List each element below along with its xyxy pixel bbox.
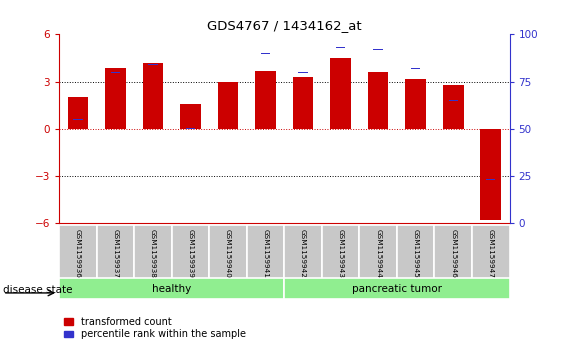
- Bar: [134, 225, 172, 278]
- Bar: [218, 82, 238, 129]
- Bar: [480, 129, 501, 220]
- Text: GSM1159946: GSM1159946: [450, 229, 456, 278]
- Text: GSM1159936: GSM1159936: [75, 229, 81, 278]
- Bar: [255, 71, 276, 129]
- Bar: [284, 225, 322, 278]
- Bar: [435, 225, 472, 278]
- Title: GDS4767 / 1434162_at: GDS4767 / 1434162_at: [207, 19, 361, 32]
- Text: GSM1159939: GSM1159939: [187, 229, 194, 278]
- Bar: [261, 53, 270, 54]
- Bar: [284, 278, 510, 299]
- Bar: [397, 225, 435, 278]
- Bar: [368, 72, 388, 129]
- Bar: [373, 49, 383, 50]
- Bar: [293, 77, 314, 129]
- Text: GSM1159947: GSM1159947: [488, 229, 494, 278]
- Text: GSM1159940: GSM1159940: [225, 229, 231, 278]
- Bar: [443, 85, 463, 129]
- Bar: [336, 47, 345, 48]
- Text: disease state: disease state: [3, 285, 72, 295]
- Bar: [330, 58, 351, 129]
- Text: GSM1159944: GSM1159944: [375, 229, 381, 278]
- Bar: [472, 225, 510, 278]
- Bar: [298, 72, 308, 73]
- Bar: [322, 225, 359, 278]
- Bar: [105, 68, 126, 129]
- Text: GSM1159941: GSM1159941: [262, 229, 269, 278]
- Bar: [59, 278, 284, 299]
- Bar: [142, 63, 163, 129]
- Bar: [405, 79, 426, 129]
- Bar: [148, 64, 158, 65]
- Text: GSM1159938: GSM1159938: [150, 229, 156, 278]
- Bar: [172, 225, 209, 278]
- Text: GSM1159943: GSM1159943: [338, 229, 343, 278]
- Legend: transformed count, percentile rank within the sample: transformed count, percentile rank withi…: [64, 317, 245, 339]
- Text: GSM1159942: GSM1159942: [300, 229, 306, 278]
- Text: GSM1159937: GSM1159937: [113, 229, 118, 278]
- Text: healthy: healthy: [152, 284, 191, 294]
- Bar: [73, 119, 83, 120]
- Bar: [59, 225, 97, 278]
- Bar: [359, 225, 397, 278]
- Text: pancreatic tumor: pancreatic tumor: [352, 284, 442, 294]
- Bar: [449, 100, 458, 101]
- Bar: [209, 225, 247, 278]
- Text: GSM1159945: GSM1159945: [413, 229, 419, 278]
- Bar: [411, 68, 421, 69]
- Bar: [486, 179, 495, 180]
- Bar: [97, 225, 134, 278]
- Bar: [68, 97, 88, 129]
- Bar: [111, 72, 120, 73]
- Bar: [247, 225, 284, 278]
- Bar: [180, 104, 201, 129]
